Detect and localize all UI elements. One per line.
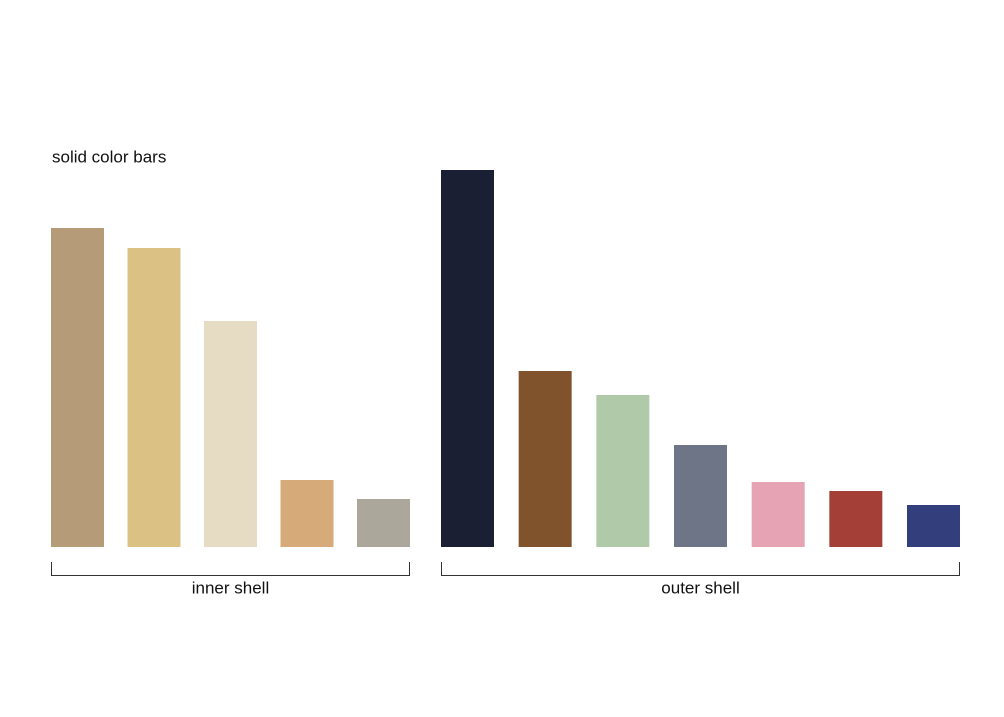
bar	[596, 395, 650, 547]
bar	[674, 445, 727, 547]
chart-title: solid color bars	[52, 147, 166, 166]
bar	[280, 480, 334, 547]
bar	[357, 499, 410, 547]
bar	[204, 321, 257, 547]
bar	[907, 505, 960, 547]
bar	[127, 248, 181, 547]
bar	[441, 170, 494, 547]
group-bracket	[441, 562, 960, 576]
bar	[829, 491, 883, 547]
bar	[518, 371, 572, 547]
group-label: outer shell	[661, 578, 739, 597]
bar	[51, 228, 104, 547]
bar	[751, 482, 805, 547]
group-bracket	[51, 562, 410, 576]
group-label: inner shell	[192, 578, 270, 597]
